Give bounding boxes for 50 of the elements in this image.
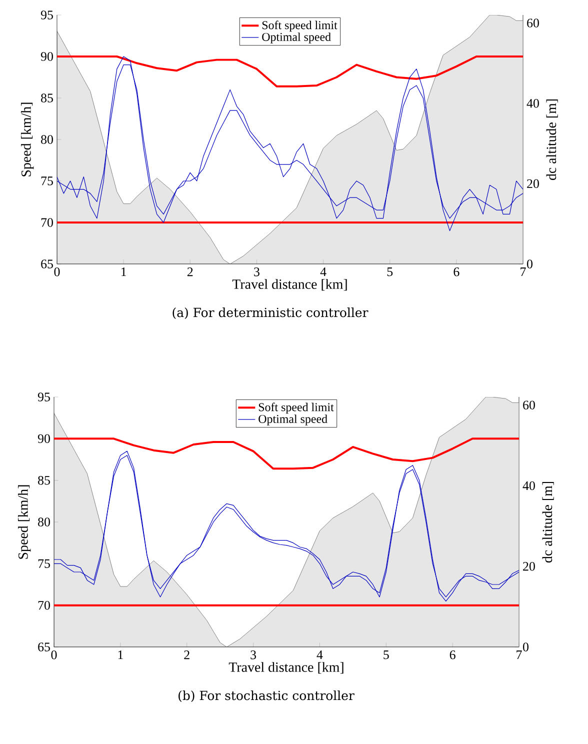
legend-label: Optimal speed: [258, 414, 328, 426]
y-tick-label: 70: [38, 600, 50, 610]
y-tick-label: 90: [38, 434, 50, 444]
x-tick-label: 5: [384, 650, 389, 660]
y-tick-label: 95: [38, 392, 50, 402]
y-tick-label: 85: [38, 476, 50, 485]
x-axis-title: Travel distance [km]: [228, 662, 344, 674]
y-tick-label: 80: [41, 135, 53, 144]
x-axis-title: Travel distance [km]: [232, 279, 347, 291]
legend-label: Soft speed limit: [262, 20, 338, 32]
x-tick-label: 4: [316, 650, 323, 660]
x-tick-label: 3: [254, 268, 260, 276]
text: (a) For deterministic controller: [172, 308, 368, 319]
y-tick-label: 90: [40, 52, 53, 61]
x-tick-label: 2: [184, 650, 190, 660]
y-tick-label: 95: [40, 10, 53, 20]
x-tick-label: 1: [121, 268, 126, 276]
y2-tick-label: 40: [526, 98, 539, 108]
text: (b) For stochastic controller: [178, 690, 354, 702]
x-tick-label: 0: [51, 650, 57, 660]
y-tick-label: 70: [41, 218, 53, 227]
y2-tick-label: 20: [523, 562, 535, 571]
y-tick-label: 80: [38, 518, 50, 526]
y2-tick-label: 40: [522, 481, 535, 490]
x-tick-label: 6: [450, 650, 456, 660]
y2-tick-label: 0: [527, 260, 532, 268]
y2-axis-title: dc altitude [m]: [546, 99, 558, 180]
y-axis-title: Speed [km/h]: [18, 485, 31, 559]
x-tick-label: 7: [520, 268, 526, 276]
x-tick-label: 7: [516, 650, 522, 659]
x-tick-label: 1: [118, 650, 123, 660]
legend-label: Soft speed limit: [258, 402, 334, 414]
x-tick-label: 6: [454, 268, 460, 276]
y2-tick-label: 60: [527, 18, 539, 28]
x-tick-label: 5: [387, 268, 393, 276]
x-tick-label: 2: [187, 268, 193, 276]
x-tick-label: 3: [250, 650, 256, 660]
y2-tick-label: 60: [523, 400, 535, 410]
y-tick-label: 65: [41, 260, 53, 268]
x-tick-label: 4: [320, 268, 326, 276]
y2-tick-label: 20: [527, 179, 539, 188]
y2-tick-label: 0: [523, 642, 528, 652]
y-tick-label: 75: [38, 559, 50, 568]
legend-label: Optimal speed: [262, 32, 331, 44]
y-tick-label: 75: [41, 176, 53, 186]
y-tick-label: 65: [38, 642, 50, 652]
y-tick-label: 85: [41, 94, 53, 102]
y2-axis-title: dc altitude [m]: [542, 482, 554, 563]
y-axis-title: Speed [km/h]: [21, 102, 34, 176]
x-tick-label: 0: [54, 268, 60, 276]
